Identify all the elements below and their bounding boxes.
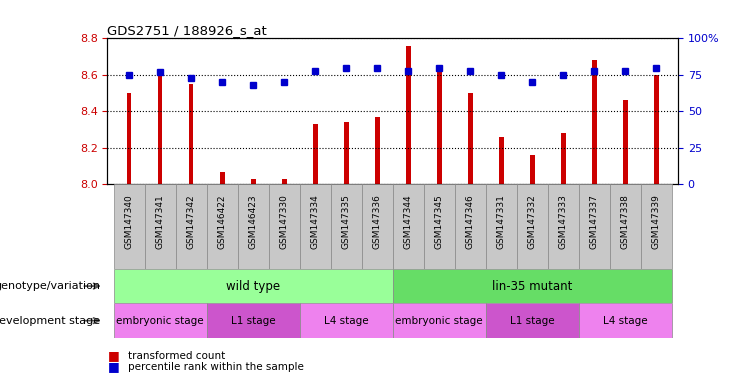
Bar — [251, 179, 256, 184]
Text: GSM147331: GSM147331 — [496, 194, 506, 249]
Bar — [299, 184, 330, 269]
Text: GSM147333: GSM147333 — [559, 194, 568, 249]
Bar — [282, 179, 287, 184]
Bar — [610, 184, 641, 269]
Bar — [207, 303, 299, 338]
Text: GSM147342: GSM147342 — [187, 194, 196, 249]
Text: GSM147340: GSM147340 — [124, 194, 133, 249]
Text: GSM147332: GSM147332 — [528, 194, 536, 249]
Bar — [113, 303, 207, 338]
Text: ■: ■ — [107, 360, 119, 373]
Bar — [362, 184, 393, 269]
Text: genotype/variation: genotype/variation — [0, 281, 100, 291]
Bar — [623, 100, 628, 184]
Bar — [437, 68, 442, 184]
Bar — [189, 84, 193, 184]
Bar — [207, 184, 238, 269]
Text: GSM146422: GSM146422 — [218, 194, 227, 249]
Bar — [406, 46, 411, 184]
Text: GSM147346: GSM147346 — [466, 194, 475, 249]
Text: transformed count: transformed count — [128, 351, 225, 361]
Text: ■: ■ — [107, 349, 119, 362]
Bar — [530, 155, 534, 184]
Bar — [579, 303, 672, 338]
Bar — [330, 184, 362, 269]
Bar — [113, 269, 393, 303]
Text: GSM147345: GSM147345 — [435, 194, 444, 249]
Text: GSM147335: GSM147335 — [342, 194, 350, 249]
Bar — [424, 184, 455, 269]
Bar — [468, 93, 473, 184]
Bar — [393, 184, 424, 269]
Text: L1 stage: L1 stage — [510, 316, 554, 326]
Bar — [654, 75, 659, 184]
Bar — [113, 184, 144, 269]
Text: wild type: wild type — [226, 280, 280, 293]
Text: GSM147338: GSM147338 — [621, 194, 630, 249]
Text: GSM146423: GSM146423 — [249, 194, 258, 249]
Text: L1 stage: L1 stage — [231, 316, 276, 326]
Bar — [486, 303, 579, 338]
Bar — [499, 137, 504, 184]
Bar — [579, 184, 610, 269]
Bar — [344, 122, 348, 184]
Text: GSM147336: GSM147336 — [373, 194, 382, 249]
Text: lin-35 mutant: lin-35 mutant — [492, 280, 573, 293]
Text: percentile rank within the sample: percentile rank within the sample — [128, 362, 304, 372]
Text: development stage: development stage — [0, 316, 100, 326]
Bar — [144, 184, 176, 269]
Bar — [393, 303, 486, 338]
Bar — [158, 75, 162, 184]
Bar — [313, 124, 318, 184]
Text: embryonic stage: embryonic stage — [116, 316, 204, 326]
Bar — [486, 184, 516, 269]
Text: GDS2751 / 188926_s_at: GDS2751 / 188926_s_at — [107, 24, 268, 37]
Text: GSM147341: GSM147341 — [156, 194, 165, 249]
Text: GSM147339: GSM147339 — [652, 194, 661, 249]
Bar — [561, 133, 565, 184]
Bar — [548, 184, 579, 269]
Bar — [269, 184, 299, 269]
Text: L4 stage: L4 stage — [603, 316, 648, 326]
Text: L4 stage: L4 stage — [324, 316, 368, 326]
Bar — [455, 184, 486, 269]
Text: GSM147334: GSM147334 — [310, 194, 319, 249]
Bar — [176, 184, 207, 269]
Bar — [220, 172, 225, 184]
Bar — [516, 184, 548, 269]
Bar — [127, 93, 131, 184]
Bar — [393, 269, 672, 303]
Bar — [641, 184, 672, 269]
Text: GSM147337: GSM147337 — [590, 194, 599, 249]
Bar — [592, 60, 597, 184]
Text: GSM147330: GSM147330 — [279, 194, 289, 249]
Bar — [299, 303, 393, 338]
Text: GSM147344: GSM147344 — [404, 194, 413, 249]
Bar — [375, 117, 379, 184]
Text: embryonic stage: embryonic stage — [396, 316, 483, 326]
Bar — [238, 184, 269, 269]
